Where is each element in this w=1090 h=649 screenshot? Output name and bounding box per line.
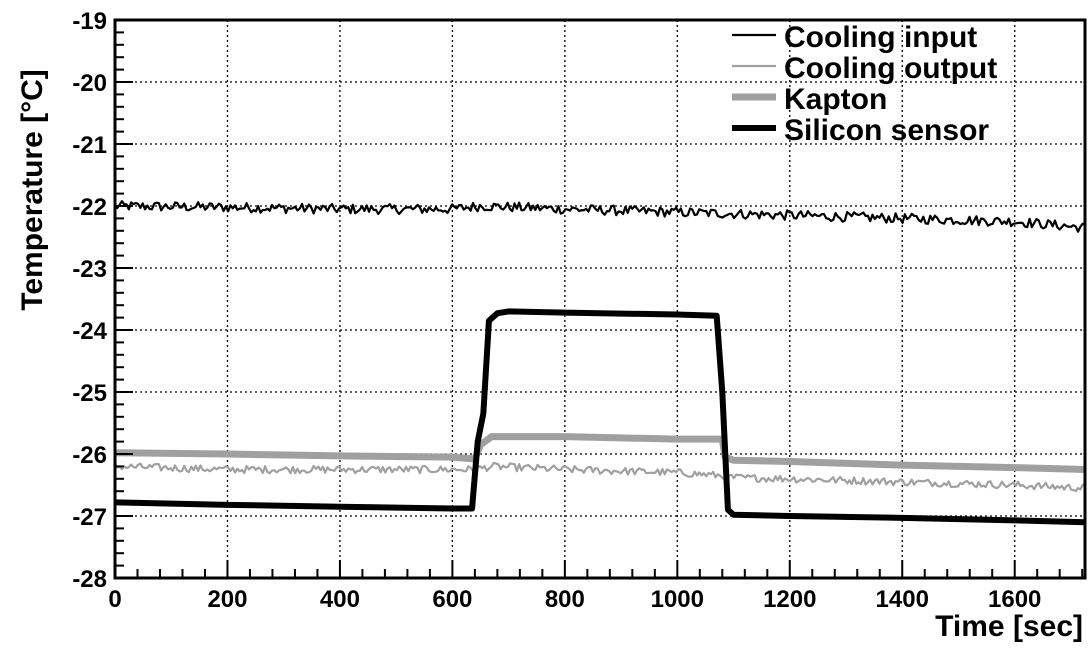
legend-label-2: Kapton <box>784 83 887 116</box>
y-tick-label: -28 <box>72 566 107 593</box>
y-tick-label: -26 <box>72 442 107 469</box>
y-tick-label: -19 <box>72 8 107 35</box>
y-tick-label: -20 <box>72 70 107 97</box>
y-tick-label: -27 <box>72 504 107 531</box>
y-tick-label: -21 <box>72 132 107 159</box>
y-tick-label: -24 <box>72 318 107 345</box>
series-line-3 <box>114 308 1086 526</box>
y-tick-label: -25 <box>72 380 107 407</box>
x-tick-label: 1400 <box>876 586 929 613</box>
y-axis-title: Temperature [°C] <box>16 69 49 310</box>
x-tick-label: 1600 <box>988 586 1041 613</box>
series-layer <box>114 200 1086 526</box>
x-tick-label: 200 <box>207 586 247 613</box>
x-tick-label: 0 <box>108 586 121 613</box>
x-tick-label: 800 <box>545 586 585 613</box>
x-tick-label: 400 <box>320 586 360 613</box>
y-tick-label: -23 <box>72 256 107 283</box>
plot-frame <box>113 18 1087 580</box>
x-axis-title: Time [sec] <box>935 610 1083 643</box>
legend-label-1: Cooling output <box>784 52 997 85</box>
x-tick-label: 1200 <box>763 586 816 613</box>
legend-label-0: Cooling input <box>784 21 977 54</box>
x-tick-label: 1000 <box>651 586 704 613</box>
series-line-0 <box>114 200 1086 233</box>
x-tick-label: 600 <box>432 586 472 613</box>
tick-labels: 0 200 400 600 800 1000 1200 1400 1600 -28 -27 -26 -2… <box>72 8 1041 613</box>
series-line-1 <box>114 461 1086 493</box>
legend-label-3: Silicon sensor <box>784 114 989 147</box>
plot-border <box>113 18 1087 580</box>
y-tick-label: -22 <box>72 194 107 221</box>
series-line-2 <box>114 433 1086 473</box>
axis-ticks <box>114 19 1084 579</box>
